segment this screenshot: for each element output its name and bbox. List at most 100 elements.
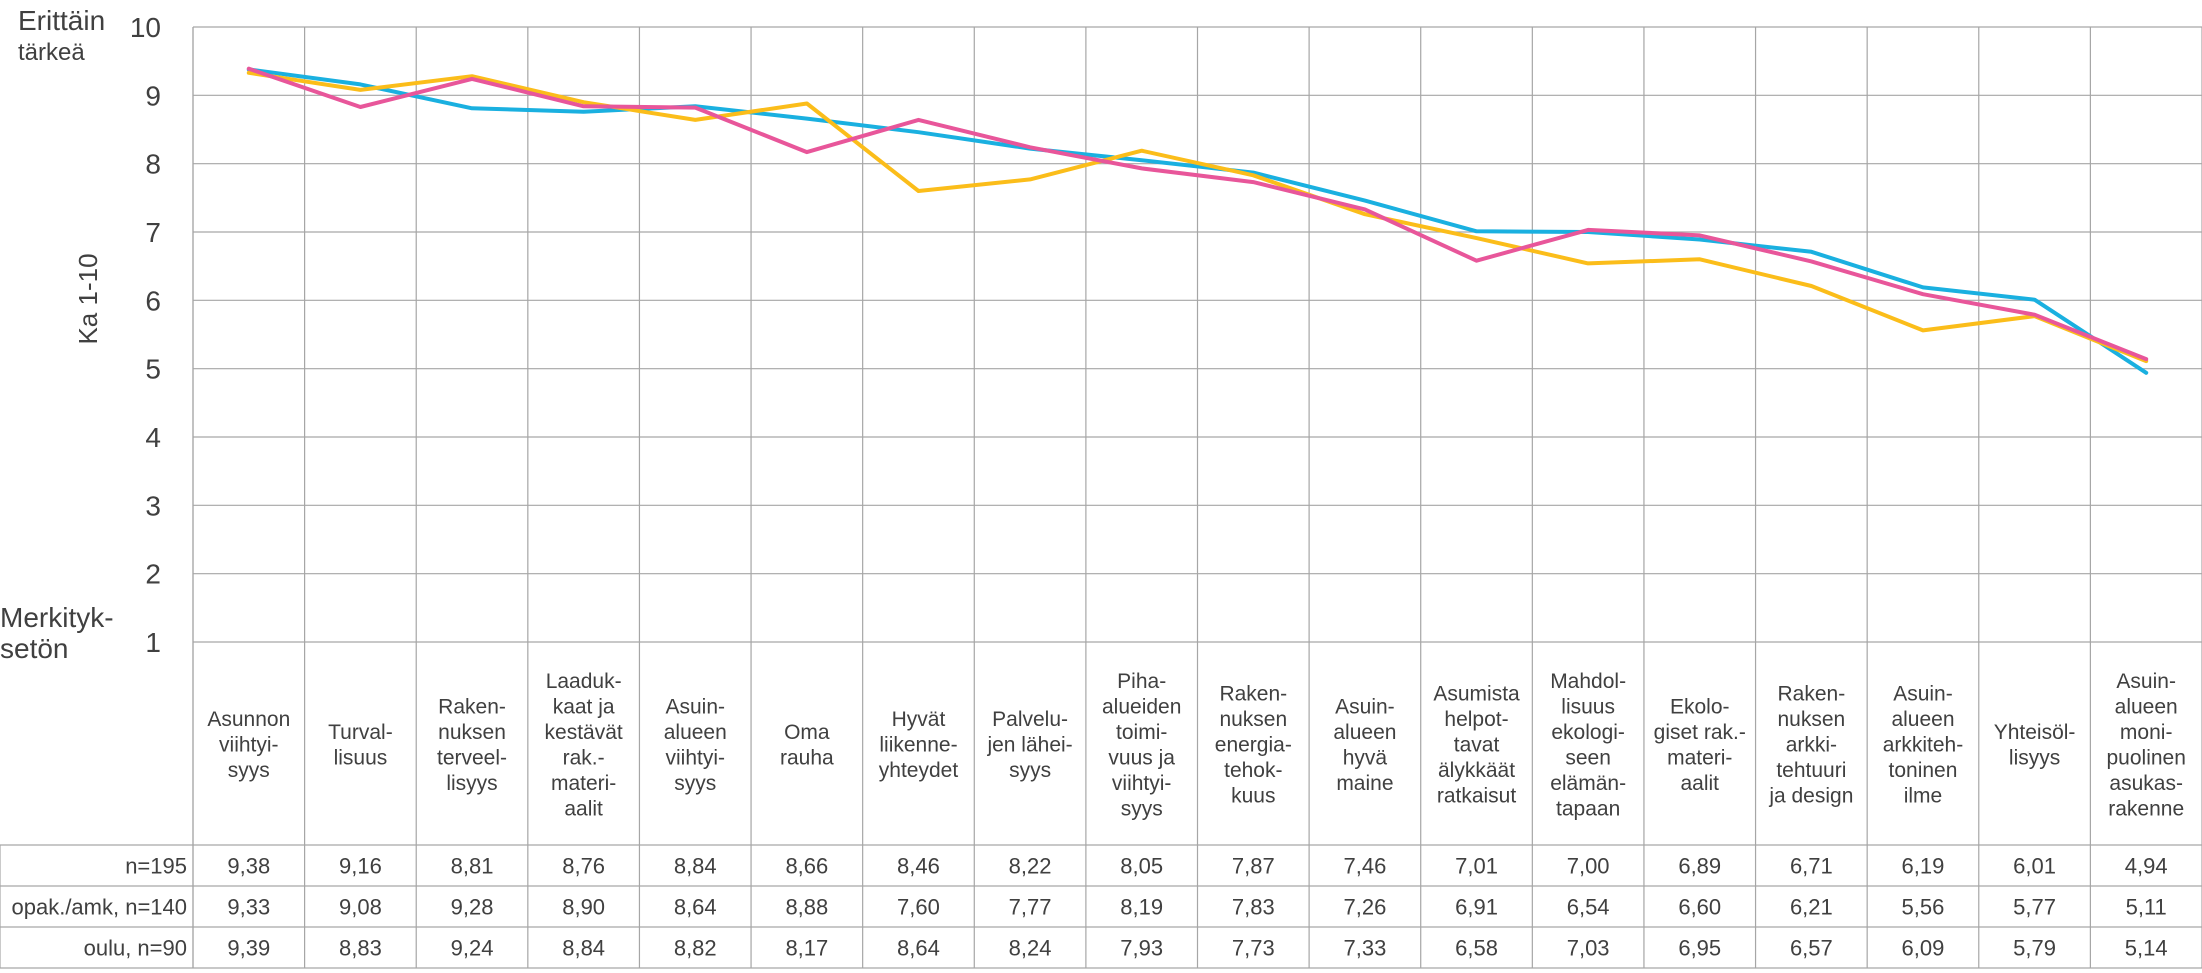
category-label-line: Asuin- bbox=[1893, 683, 1953, 706]
y-tick-label: 3 bbox=[145, 490, 161, 521]
category-label: Asuin-alueen arkkiteh-toninen ilme bbox=[1883, 683, 1964, 808]
category-label-line: seen bbox=[1565, 746, 1611, 769]
table-cell: 8,83 bbox=[339, 936, 382, 961]
table-cell: 7,00 bbox=[1567, 854, 1610, 879]
category-label-line: Raken- bbox=[1219, 683, 1287, 706]
y-tick-label: 5 bbox=[145, 354, 161, 385]
category-label-line: tavat bbox=[1454, 734, 1500, 757]
table-cell: 6,60 bbox=[1678, 895, 1721, 920]
category-label-line: kuus bbox=[1231, 785, 1275, 808]
category-label-line: aalit bbox=[1680, 772, 1719, 795]
category-label-line: Piha- bbox=[1117, 670, 1166, 693]
category-label-line: asukas- bbox=[2109, 772, 2183, 795]
category-label-line: nuksen bbox=[1219, 708, 1287, 731]
category-label-line: lisyys bbox=[2009, 746, 2060, 769]
table-row: n=195 9,38 9,16 8,81 8,76 8,84 8,66 8,46 8,22 8,0… bbox=[125, 854, 2167, 879]
table-cell: 9,08 bbox=[339, 895, 382, 920]
series-name: opak./amk, n=140 bbox=[12, 895, 188, 920]
category-label-line: maine bbox=[1336, 772, 1393, 795]
category-label-line: arkkiteh- bbox=[1883, 734, 1964, 757]
table-cell: 8,24 bbox=[1009, 936, 1052, 961]
table-row: opak./amk, n=140 9,33 9,08 9,28 8,90 8,64 8,88… bbox=[12, 895, 2167, 920]
category-label-line: Ekolo- bbox=[1670, 695, 1730, 718]
category-label-line: syys bbox=[228, 759, 270, 782]
category-label-line: giset rak.- bbox=[1654, 721, 1746, 744]
category-label-line: lisuus bbox=[334, 746, 388, 769]
table-cell: 8,17 bbox=[785, 936, 828, 961]
y-bottom-label-line1: Merkityk- bbox=[0, 602, 114, 633]
category-label-line: Palvelu- bbox=[992, 708, 1068, 731]
table-cell: 9,38 bbox=[227, 854, 270, 879]
category-label-line: alueen bbox=[1333, 721, 1396, 744]
category-label-line: tapaan bbox=[1556, 797, 1620, 820]
category-label-line: Raken- bbox=[1778, 683, 1846, 706]
table-cell: 9,33 bbox=[227, 895, 270, 920]
y-top-label-line1: Erittäin bbox=[18, 5, 105, 36]
category-label-line: elämän- bbox=[1550, 772, 1626, 795]
table-cell: 5,77 bbox=[2013, 895, 2056, 920]
category-label-line: rak.- bbox=[563, 746, 605, 769]
category-label: Piha-alueiden toimi-vuus ja viihtyi-syys bbox=[1102, 670, 1181, 821]
table-cell: 6,57 bbox=[1790, 936, 1833, 961]
series-line bbox=[246, 70, 2149, 364]
y-tick-label: 7 bbox=[145, 217, 161, 248]
table-cell: 6,01 bbox=[2013, 854, 2056, 879]
table-cell: 8,46 bbox=[897, 854, 940, 879]
table-cell: 5,79 bbox=[2013, 936, 2056, 961]
table-cell: 6,21 bbox=[1790, 895, 1833, 920]
category-label-line: tehok- bbox=[1224, 759, 1282, 782]
category-label-line: rauha bbox=[780, 746, 834, 769]
table-cell: 7,46 bbox=[1344, 854, 1387, 879]
y-tick-label: 6 bbox=[145, 285, 161, 316]
category-label-line: älykkäät bbox=[1438, 759, 1515, 782]
table-cell: 6,89 bbox=[1678, 854, 1721, 879]
table-cell: 8,90 bbox=[562, 895, 605, 920]
data-table: n=195 9,38 9,16 8,81 8,76 8,84 8,66 8,46 8,22 8,0… bbox=[0, 844, 2202, 969]
category-label-line: lisuus bbox=[1561, 695, 1615, 718]
table-cell: 7,73 bbox=[1232, 936, 1275, 961]
category-label-line: energia- bbox=[1215, 734, 1292, 757]
table-cell: 6,19 bbox=[1902, 854, 1945, 879]
category-label-line: alueen bbox=[664, 721, 727, 744]
category-label-line: Turval- bbox=[328, 721, 393, 744]
category-label-line: alueen bbox=[1891, 708, 1954, 731]
category-label-line: syys bbox=[1009, 759, 1051, 782]
category-label-line: Asuin- bbox=[665, 695, 725, 718]
table-cell: 8,05 bbox=[1120, 854, 1163, 879]
table-cell: 7,60 bbox=[897, 895, 940, 920]
grid-lines bbox=[192, 26, 2202, 968]
category-label-line: toimi- bbox=[1116, 721, 1167, 744]
table-cell: 8,81 bbox=[451, 854, 494, 879]
table-cell: 8,64 bbox=[674, 895, 717, 920]
series-name: oulu, n=90 bbox=[84, 936, 187, 961]
category-label-line: materi- bbox=[551, 772, 616, 795]
category-label-line: Asuin- bbox=[1335, 695, 1395, 718]
category-label-line: nuksen bbox=[438, 721, 506, 744]
category-label: Raken-nuksen arkki-tehtuuri ja design bbox=[1768, 683, 1853, 808]
table-cell: 8,84 bbox=[562, 936, 605, 961]
table-row: oulu, n=90 9,39 8,83 9,24 8,84 8,82 8,17 8,64 8,… bbox=[84, 936, 2168, 961]
category-label-line: materi- bbox=[1667, 746, 1732, 769]
category-label: Asunnon viihtyi-syys bbox=[207, 708, 290, 782]
category-label-line: Hyvät bbox=[892, 708, 946, 731]
category-label-line: viihtyi- bbox=[665, 746, 725, 769]
category-label-line: syys bbox=[674, 772, 716, 795]
category-label-line: syys bbox=[1121, 797, 1163, 820]
category-label-line: kestävät bbox=[545, 721, 623, 744]
table-cell: 8,84 bbox=[674, 854, 717, 879]
category-label-line: aalit bbox=[564, 797, 603, 820]
category-label-line: hyvä bbox=[1343, 746, 1388, 769]
y-tick-label: 10 bbox=[130, 12, 161, 43]
table-cell: 8,82 bbox=[674, 936, 717, 961]
table-cell: 9,24 bbox=[451, 936, 494, 961]
y-tick-label: 9 bbox=[145, 80, 161, 111]
category-label-line: kaat ja bbox=[553, 695, 615, 718]
category-label-line: rakenne bbox=[2108, 797, 2184, 820]
